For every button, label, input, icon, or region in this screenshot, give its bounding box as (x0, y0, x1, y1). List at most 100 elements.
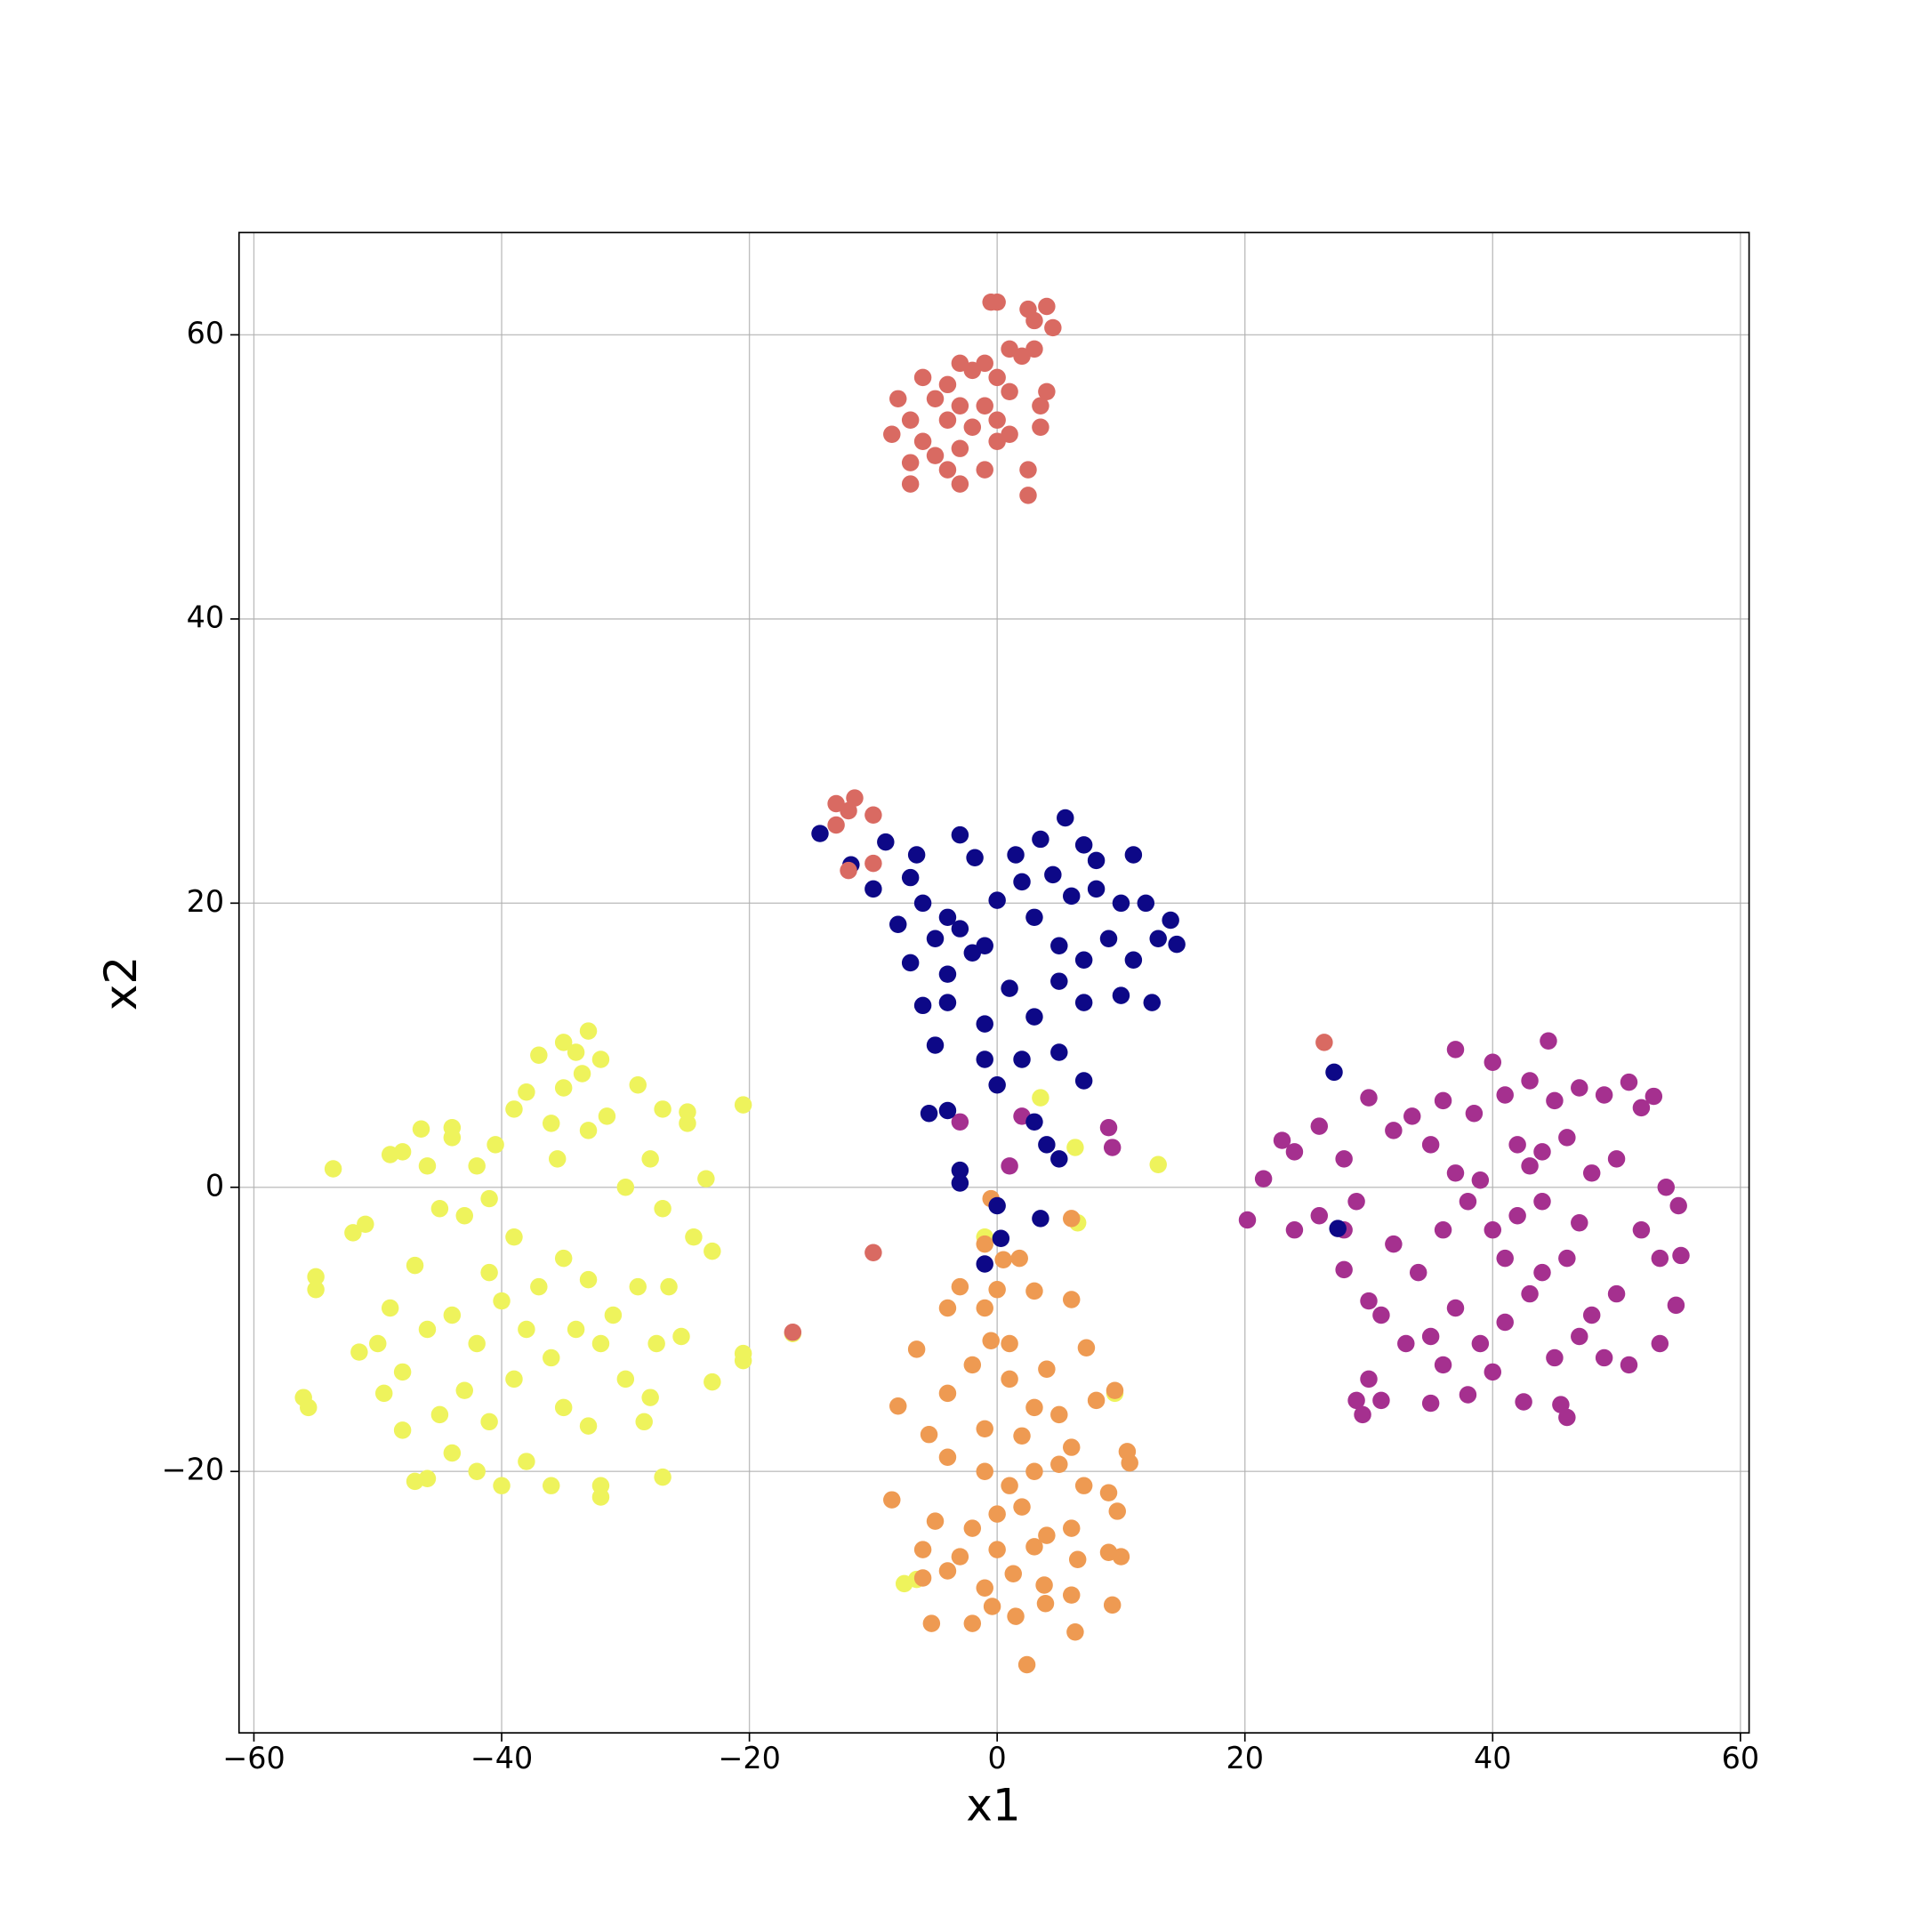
scatter-point (864, 854, 882, 873)
scatter-point (1285, 1220, 1304, 1239)
scatter-point (1050, 1150, 1068, 1168)
scatter-point (1112, 986, 1130, 1004)
scatter-point (591, 1488, 610, 1506)
scatter-point (901, 454, 920, 471)
scatter-point (543, 1115, 560, 1132)
scatter-point (1521, 1284, 1539, 1303)
scatter-point (468, 1334, 486, 1353)
scatter-point (1459, 1386, 1477, 1404)
scatter-point (938, 411, 957, 429)
scatter-point (554, 1249, 573, 1268)
scatter-point (926, 1036, 945, 1054)
scatter-point (1038, 1360, 1056, 1378)
scatter-point (1446, 1041, 1465, 1059)
scatter-point (1496, 1249, 1514, 1268)
scatter-point (505, 1100, 523, 1118)
scatter-point (1669, 1196, 1687, 1215)
scatter-point (654, 1200, 671, 1218)
x-tick-label: 0 (988, 1741, 1007, 1775)
scatter-point (412, 1120, 430, 1139)
scatter-point (1335, 1260, 1353, 1279)
scatter-point (982, 1332, 1000, 1350)
scatter-point (1434, 1220, 1452, 1239)
scatter-point (530, 1277, 548, 1296)
scatter-point (901, 411, 920, 429)
scatter-point (907, 1340, 926, 1358)
scatter-point (992, 1229, 1010, 1248)
scatter-point (1496, 1086, 1514, 1104)
scatter-point (660, 1277, 678, 1296)
scatter-point (976, 1235, 993, 1253)
scatter-point (1103, 1596, 1122, 1614)
scatter-point (1066, 1139, 1084, 1156)
scatter-point (1001, 1477, 1018, 1494)
scatter-point (344, 1224, 362, 1242)
scatter-point (1595, 1086, 1613, 1104)
plot-frame (237, 231, 1750, 1734)
scatter-point (976, 1255, 993, 1273)
scatter-point (1062, 1586, 1081, 1604)
scatter-point (350, 1343, 368, 1361)
scatter-point (1019, 487, 1037, 504)
scatter-point (951, 1174, 969, 1192)
scatter-point (1421, 1394, 1440, 1413)
scatter-point (1074, 836, 1093, 854)
scatter-point (951, 439, 969, 457)
scatter-point (654, 1100, 671, 1118)
scatter-point (567, 1043, 585, 1061)
scatter-point (1315, 1034, 1333, 1051)
scatter-point (1632, 1220, 1651, 1239)
scatter-point (1285, 1143, 1304, 1161)
scatter-point (1087, 1391, 1106, 1410)
scatter-point (1360, 1370, 1378, 1389)
scatter-point (938, 994, 957, 1011)
scatter-point (1409, 1263, 1427, 1282)
scatter-point (1149, 930, 1167, 947)
scatter-point (1397, 1334, 1415, 1353)
scatter-point (1385, 1235, 1403, 1253)
scatter-point (1025, 340, 1043, 358)
scatter-point (629, 1076, 647, 1094)
scatter-point (976, 1420, 993, 1438)
scatter-point (976, 461, 993, 479)
scatter-point (393, 1421, 412, 1439)
y-tick-label: 20 (187, 884, 224, 919)
scatter-point (1471, 1171, 1490, 1189)
scatter-point (883, 1491, 901, 1509)
scatter-point (1620, 1356, 1638, 1374)
scatter-point (951, 354, 969, 373)
scatter-point (1137, 894, 1155, 913)
scatter-point (647, 1334, 665, 1353)
scatter-point (1001, 1370, 1018, 1389)
scatter-point (938, 375, 957, 394)
scatter-point (1620, 1073, 1638, 1091)
scatter-point (994, 1251, 1012, 1268)
scatter-point (938, 1299, 957, 1317)
scatter-point (518, 1453, 535, 1470)
scatter-point (1508, 1136, 1526, 1154)
scatter-point (988, 1541, 1006, 1558)
scatter-point (1571, 1079, 1588, 1097)
scatter-point (963, 418, 982, 436)
scatter-point (1508, 1206, 1526, 1225)
scatter-point (443, 1129, 462, 1147)
scatter-point (1025, 1282, 1043, 1300)
scatter-point (1421, 1327, 1440, 1346)
scatter-point (1238, 1211, 1257, 1229)
scatter-point (926, 930, 945, 947)
scatter-point (704, 1242, 721, 1260)
scatter-point (811, 825, 829, 842)
scatter-point (641, 1389, 659, 1406)
scatter-point (1001, 382, 1018, 401)
scatter-point (988, 368, 1006, 387)
scatter-point (300, 1398, 318, 1417)
scatter-point (988, 1196, 1006, 1215)
scatter-point (1103, 1139, 1122, 1156)
scatter-point (1471, 1334, 1490, 1353)
scatter-point (1038, 1136, 1056, 1154)
scatter-point (1571, 1213, 1588, 1232)
scatter-point (543, 1348, 560, 1367)
scatter-point (864, 1244, 882, 1261)
scatter-point (573, 1065, 591, 1083)
